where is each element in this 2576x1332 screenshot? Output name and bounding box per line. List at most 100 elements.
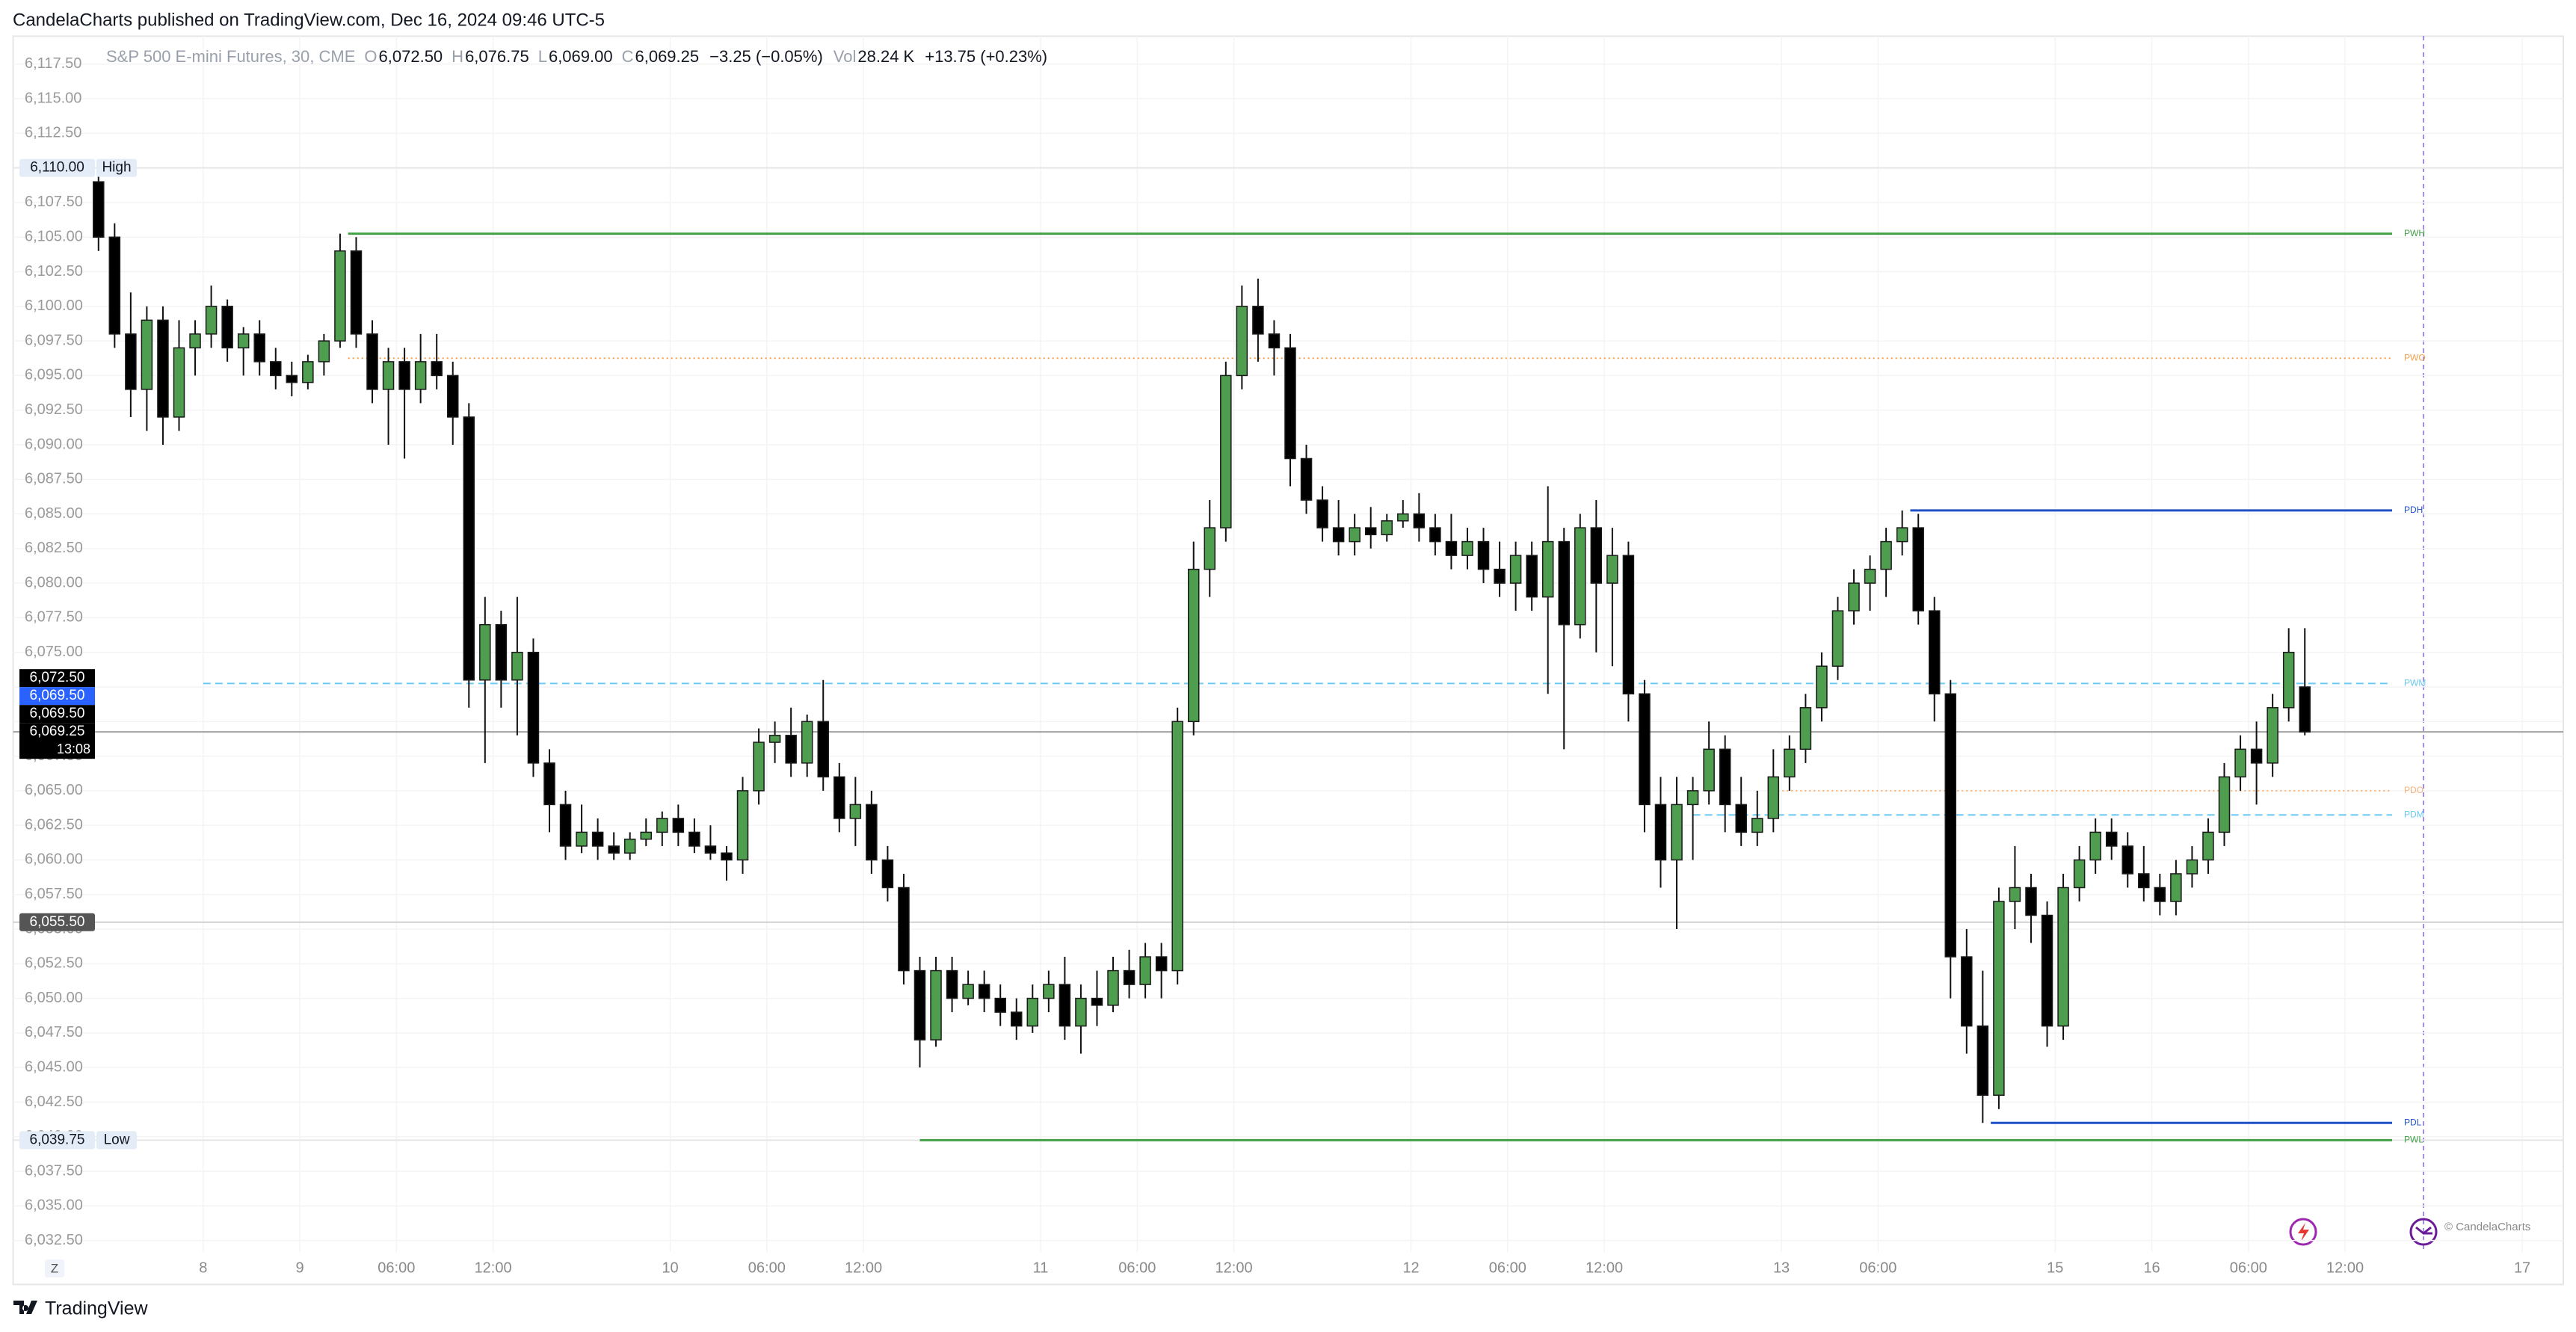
header-title: CandelaCharts published on TradingView.c… bbox=[13, 10, 605, 30]
candle-body bbox=[672, 818, 685, 833]
candle-body bbox=[2267, 707, 2278, 764]
candle-body bbox=[334, 250, 346, 342]
candle-body bbox=[1268, 333, 1281, 349]
candle-body bbox=[1558, 540, 1570, 626]
candle-body bbox=[2009, 887, 2021, 902]
x-tick-label: 12:00 bbox=[1586, 1259, 1623, 1276]
candle-body bbox=[1541, 540, 1554, 598]
candle-body bbox=[994, 997, 1006, 1013]
y-tick-label: 6,117.50 bbox=[25, 55, 81, 72]
zoom-button[interactable] bbox=[45, 1259, 64, 1277]
tag-note-box bbox=[96, 158, 137, 177]
candle-body bbox=[1026, 997, 1039, 1027]
candle-body bbox=[849, 804, 862, 819]
price-tag bbox=[19, 158, 95, 177]
candle-body bbox=[2025, 887, 2037, 916]
level-label: PDO bbox=[2404, 785, 2424, 795]
legend-value: 28.24 K bbox=[857, 47, 914, 66]
legend-symbol: S&P 500 E-mini Futures, 30, CME bbox=[106, 47, 355, 66]
candle-body bbox=[446, 374, 459, 418]
level-label: PDH bbox=[2404, 505, 2423, 515]
candle-body bbox=[656, 818, 668, 833]
price-tag-label: 6,072.50 bbox=[30, 670, 85, 685]
candle-body bbox=[1123, 969, 1136, 985]
x-tick-label: 11 bbox=[1033, 1259, 1049, 1276]
x-tick-label: 10 bbox=[662, 1259, 678, 1276]
candle-body bbox=[1976, 1025, 1989, 1096]
candle-body bbox=[962, 984, 974, 999]
candle-body bbox=[1364, 527, 1377, 536]
candle-body bbox=[1429, 527, 1441, 543]
candle-body bbox=[1171, 721, 1183, 972]
y-tick-label: 6,092.50 bbox=[25, 401, 83, 418]
x-tick-label: 06:00 bbox=[1118, 1259, 1156, 1276]
candle-body bbox=[1831, 610, 1844, 667]
candle-body bbox=[1381, 520, 1393, 536]
candle-body bbox=[866, 804, 878, 861]
legend-change: −3.25 (−0.05%) bbox=[709, 47, 823, 66]
candle-body bbox=[1043, 984, 1055, 999]
candle-body bbox=[978, 984, 990, 999]
candle-body bbox=[1864, 568, 1876, 584]
candle-body bbox=[2089, 831, 2101, 861]
level-label: PDL bbox=[2404, 1117, 2422, 1127]
candle-body bbox=[1784, 748, 1796, 778]
price-tag-label: 6,110.00 bbox=[30, 160, 84, 176]
legend-value: 6,069.00 bbox=[549, 47, 613, 66]
candle-body bbox=[2105, 831, 2118, 847]
candle-body bbox=[2202, 831, 2214, 861]
legend-key: L bbox=[538, 47, 547, 66]
plot-layer bbox=[13, 36, 2563, 1252]
y-tick-label: 6,060.00 bbox=[25, 851, 83, 868]
price-tag-label: 6,039.75 bbox=[30, 1132, 85, 1147]
candle-body bbox=[286, 374, 298, 383]
candle-body bbox=[1944, 693, 1957, 958]
x-tick-label: 06:00 bbox=[2230, 1259, 2267, 1276]
y-tick-label: 6,102.50 bbox=[25, 263, 83, 280]
candle-body bbox=[463, 416, 475, 681]
x-tick-label: 06:00 bbox=[1489, 1259, 1526, 1276]
candle-body bbox=[237, 333, 250, 349]
candle-body bbox=[1526, 555, 1538, 598]
candle-body bbox=[1413, 513, 1426, 528]
candle-body bbox=[1654, 804, 1667, 861]
candle-body bbox=[1686, 790, 1699, 806]
candle-body bbox=[1252, 306, 1264, 335]
y-tick-label: 6,095.00 bbox=[25, 367, 83, 383]
level-label: PWH bbox=[2404, 228, 2425, 238]
candle-body bbox=[125, 333, 137, 390]
candle-body bbox=[1816, 665, 1828, 709]
replay-icon[interactable] bbox=[2409, 1218, 2438, 1246]
replay-arrow bbox=[2415, 1226, 2432, 1235]
x-tick-label: 12 bbox=[1402, 1259, 1419, 1276]
candle-body bbox=[1574, 527, 1586, 626]
candle-body bbox=[479, 623, 491, 681]
candle-body bbox=[1059, 984, 1071, 1027]
candle-body bbox=[640, 831, 653, 840]
candle-body bbox=[1284, 347, 1296, 460]
candle-body bbox=[1735, 804, 1747, 833]
candle-body bbox=[2299, 686, 2311, 733]
candle-body bbox=[2250, 748, 2263, 764]
candle-body bbox=[721, 852, 733, 861]
candle-body bbox=[2121, 845, 2134, 875]
candle-body bbox=[1767, 776, 1780, 819]
candle-body bbox=[1316, 499, 1328, 528]
level-label: PWL bbox=[2404, 1135, 2424, 1145]
candle-body bbox=[189, 333, 201, 349]
y-tick-label: 6,107.50 bbox=[25, 194, 83, 210]
x-tick-label: 12:00 bbox=[2326, 1259, 2364, 1276]
candle-body bbox=[1477, 540, 1490, 570]
x-tick-label: 06:00 bbox=[378, 1259, 415, 1276]
candle-body bbox=[2057, 887, 2069, 1027]
candle-body bbox=[1703, 748, 1715, 792]
candle-body bbox=[1397, 513, 1409, 522]
watermark: © CandelaCharts bbox=[2444, 1221, 2530, 1233]
alert-icon[interactable] bbox=[2289, 1218, 2317, 1246]
candle-body bbox=[736, 790, 749, 861]
candle-body bbox=[1349, 527, 1361, 543]
candle-body bbox=[495, 623, 508, 681]
candle-body bbox=[1461, 540, 1473, 556]
y-tick-label: 6,037.50 bbox=[25, 1162, 83, 1179]
